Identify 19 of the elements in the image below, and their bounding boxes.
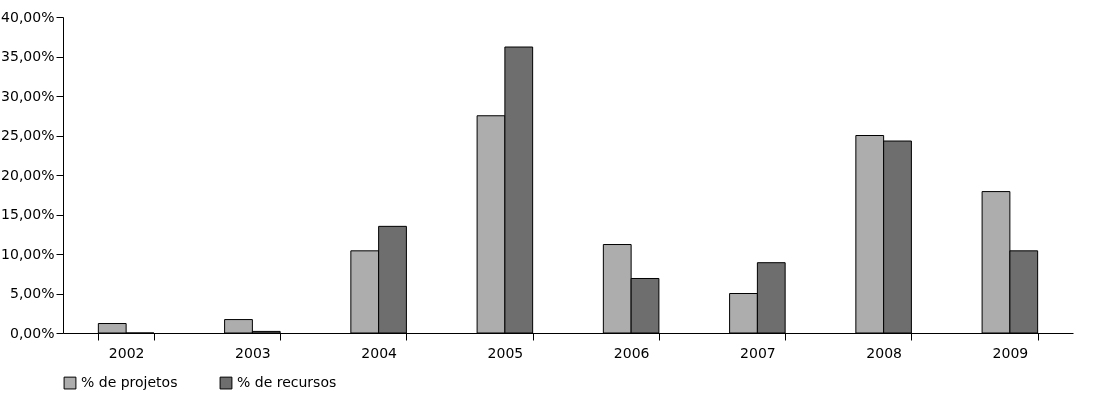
x-tick-label: 2004 bbox=[361, 344, 398, 361]
x-tick-label: 2009 bbox=[992, 344, 1029, 361]
y-tick-label: 25,00% bbox=[1, 127, 55, 143]
y-tick-label: 0,00% bbox=[10, 324, 55, 341]
y-tick-label: 40,00% bbox=[1, 8, 55, 25]
legend-label: % de recursos bbox=[237, 374, 337, 391]
y-tick-label: 35,00% bbox=[1, 48, 55, 64]
x-tick-label: 2007 bbox=[740, 344, 776, 361]
legend-label: % de projetos bbox=[81, 374, 178, 391]
y-tick-label: 15,00% bbox=[1, 206, 55, 222]
y-tick-label: 30,00% bbox=[1, 87, 55, 104]
x-tick-label: 2003 bbox=[235, 344, 271, 361]
x-tick-label: 2005 bbox=[487, 344, 524, 361]
x-tick-label: 2006 bbox=[613, 344, 650, 361]
x-tick-label: 2002 bbox=[108, 344, 145, 361]
y-tick-label: 10,00% bbox=[1, 245, 55, 262]
y-tick-label: 5,00% bbox=[10, 285, 55, 301]
y-tick-label: 20,00% bbox=[1, 166, 55, 183]
x-tick-label: 2008 bbox=[866, 344, 902, 361]
